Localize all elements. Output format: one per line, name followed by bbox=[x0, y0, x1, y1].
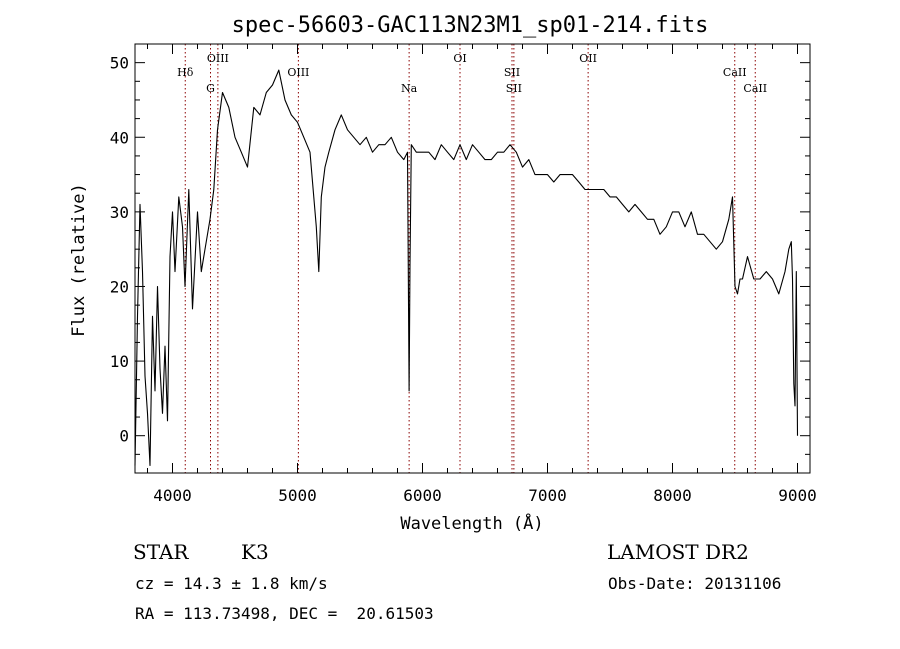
plot-frame bbox=[134, 43, 811, 474]
spectrum-line bbox=[134, 69, 799, 467]
emission-line-label: SII bbox=[504, 66, 520, 79]
y-tick-label: 50 bbox=[110, 54, 129, 73]
emission-line-label: CaII bbox=[723, 66, 747, 79]
x-tick-label: 5000 bbox=[278, 486, 317, 505]
y-tick-label: 30 bbox=[110, 203, 129, 222]
x-tick-label: 8000 bbox=[653, 486, 692, 505]
object-class: STAR bbox=[133, 540, 189, 564]
x-tick-label: 6000 bbox=[403, 486, 442, 505]
y-tick-label: 20 bbox=[110, 277, 129, 296]
emission-line-label: OII bbox=[579, 52, 597, 65]
emission-line-label: CaII bbox=[743, 82, 767, 95]
x-tick-label: 4000 bbox=[153, 486, 192, 505]
x-tick-label: 9000 bbox=[778, 486, 817, 505]
axis-ticks: 4000 5000 6000 7000 8000 9000 0 10 20 30 40 50 bbox=[110, 44, 817, 505]
emission-line-label: Hδ bbox=[177, 66, 194, 79]
x-tick-label: 7000 bbox=[528, 486, 567, 505]
emission-line-label: OI bbox=[453, 52, 466, 65]
y-tick-label: 40 bbox=[110, 128, 129, 147]
emission-line-labels: Hδ G OIII OIII Na OI SII SII OII CaII CaII bbox=[177, 52, 767, 95]
coordinates: RA = 113.73498, DEC = 20.61503 bbox=[135, 604, 434, 623]
y-tick-label: 0 bbox=[119, 427, 129, 446]
emission-line-label: G bbox=[206, 82, 215, 95]
emission-line-label: SII bbox=[506, 82, 522, 95]
emission-line-label: OIII bbox=[287, 66, 309, 79]
object-subclass: K3 bbox=[241, 540, 269, 564]
chart-title: spec-56603-GAC113N23M1_sp01-214.fits bbox=[232, 13, 709, 38]
observation-date: Obs-Date: 20131106 bbox=[608, 574, 782, 593]
emission-line-label: OIII bbox=[207, 52, 229, 65]
emission-line-markers bbox=[184, 44, 756, 473]
y-tick-label: 10 bbox=[110, 352, 129, 371]
emission-line-label: Na bbox=[401, 82, 418, 95]
survey-name: LAMOST DR2 bbox=[607, 540, 749, 564]
x-axis-label: Wavelength (Å) bbox=[400, 512, 543, 534]
redshift-cz: cz = 14.3 ± 1.8 km/s bbox=[135, 574, 328, 593]
y-axis-label: Flux (relative) bbox=[69, 183, 89, 337]
